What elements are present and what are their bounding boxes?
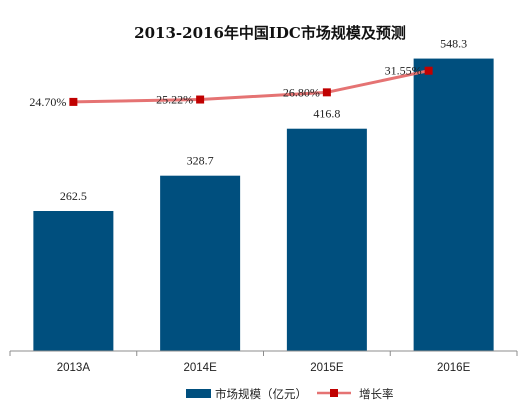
growth-rate-marker: [424, 66, 433, 75]
legend: 市场规模（亿元） 增长率: [186, 387, 394, 401]
legend-swatch-growth-marker: [330, 389, 338, 397]
x-tick-label: 2013A: [57, 362, 91, 374]
x-axis-ticks: [9, 351, 518, 356]
bar-2016E: [413, 58, 494, 351]
growth-rate-marker: [322, 88, 331, 97]
bar-value-label: 262.5: [60, 189, 87, 203]
growth-rate-line: [73, 69, 429, 104]
bar-value-label: 328.7: [187, 154, 214, 168]
growth-rate-label: 26.80%: [283, 85, 320, 99]
x-axis-tick-labels: 2013A 2014E 2015E 2016E: [57, 362, 471, 374]
growth-rate-label: 31.55%: [385, 64, 422, 78]
growth-rate-label: 24.70%: [29, 95, 66, 109]
bar-value-labels: 262.5 328.7 416.8 548.3: [60, 37, 467, 203]
legend-label-market-size: 市场规模（亿元）: [215, 387, 307, 401]
bar-value-label: 416.8: [313, 107, 340, 121]
growth-rate-marker: [196, 95, 205, 104]
x-tick-label: 2014E: [183, 362, 217, 374]
bar-2013A: [33, 211, 114, 351]
growth-rate-label: 25.22%: [156, 93, 193, 107]
bar-2014E: [160, 175, 241, 351]
legend-label-growth-rate: 增长率: [359, 387, 394, 401]
chart-title: 2013-2016年中国IDC市场规模及预测: [134, 24, 406, 42]
growth-rate-labels: 24.70% 25.22% 26.80% 31.55%: [29, 64, 421, 109]
growth-rate-series: [69, 66, 433, 106]
x-tick-label: 2016E: [437, 362, 471, 374]
bar-value-label: 548.3: [440, 37, 467, 51]
bar-2015E: [286, 128, 367, 351]
bar-series: [33, 58, 494, 351]
x-tick-label: 2015E: [310, 362, 344, 374]
growth-rate-marker: [69, 97, 78, 106]
legend-swatch-market-size: [186, 389, 211, 398]
